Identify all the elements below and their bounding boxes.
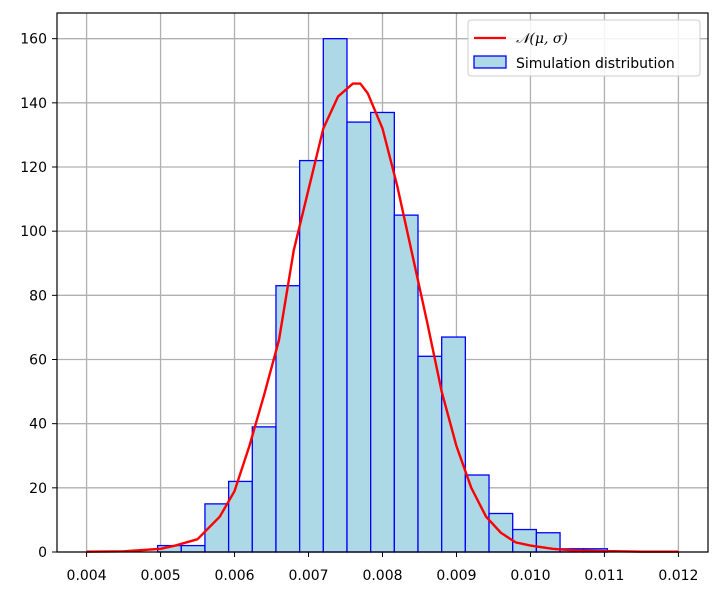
y-tick-label: 40 — [29, 417, 47, 433]
y-tick-label: 0 — [38, 545, 47, 561]
normal-curve — [86, 82, 679, 553]
histogram-bar — [322, 38, 348, 553]
histogram-bar — [251, 426, 277, 553]
histogram-bar — [441, 336, 467, 553]
normal-curve-layer — [86, 82, 679, 553]
legend: 𝒩(μ, σ) Simulation distribution — [467, 19, 701, 77]
x-tick-label: 0.008 — [362, 568, 402, 584]
histogram-bar — [346, 121, 372, 553]
y-tick-label: 140 — [20, 96, 47, 112]
x-tick-label: 0.007 — [288, 568, 328, 584]
y-tick-label: 20 — [29, 481, 47, 497]
x-tick-label: 0.009 — [436, 568, 476, 584]
histogram-bar — [180, 544, 206, 553]
histogram-bar — [370, 111, 395, 553]
histogram-bar — [275, 285, 301, 553]
legend-curve-label: 𝒩(μ, σ) — [516, 31, 568, 47]
x-tick-label: 0.006 — [214, 568, 254, 584]
legend-histogram-label: Simulation distribution — [516, 56, 675, 72]
x-tick-label: 0.011 — [584, 568, 624, 584]
legend-box — [467, 19, 701, 77]
legend-histogram-swatch — [473, 55, 507, 69]
histogram-bar — [298, 159, 324, 553]
y-tick-label: 80 — [29, 288, 47, 304]
histogram-bar — [227, 480, 253, 553]
x-tick-label: 0.005 — [141, 568, 181, 584]
y-tick-label: 120 — [20, 160, 47, 176]
x-tick-label: 0.012 — [658, 568, 698, 584]
y-tick-label: 100 — [20, 224, 47, 240]
x-tick-label: 0.010 — [510, 568, 550, 584]
y-tick-label: 60 — [29, 353, 47, 369]
histogram-bar — [417, 355, 443, 553]
x-tick-label: 0.004 — [67, 568, 107, 584]
histogram-bars — [156, 38, 609, 553]
y-tick-label: 160 — [20, 32, 47, 48]
histogram-bar — [512, 528, 538, 553]
axis-ticks: 0.004 0.005 0.006 0.007 0.008 0.009 0.010 0.011… — [20, 32, 698, 584]
